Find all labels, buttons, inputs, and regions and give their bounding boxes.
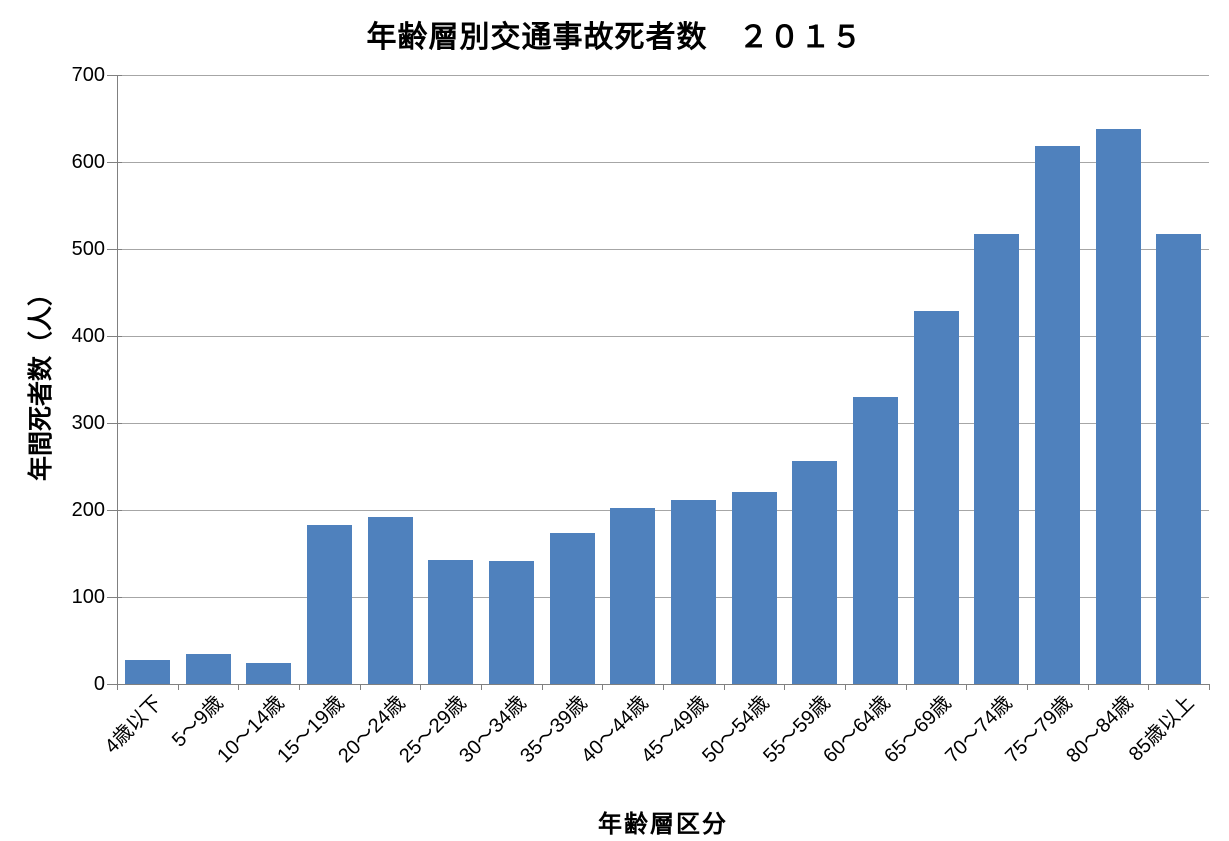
gridline-400 [117, 336, 1209, 337]
bar-20～24歳 [367, 516, 413, 684]
y-tick-700 [107, 75, 122, 76]
bar-30～34歳 [488, 561, 534, 684]
y-tick-100 [107, 597, 122, 598]
y-tick-label-400: 400 [71, 325, 105, 347]
y-axis-line [117, 75, 118, 684]
bar-85歳以上 [1156, 234, 1202, 684]
x-boundary-tick [845, 684, 846, 690]
gridline-100 [117, 597, 1209, 598]
y-tick-300 [107, 423, 122, 424]
bar-45～49歳 [670, 500, 716, 684]
bar-40～44歳 [610, 508, 656, 684]
y-tick-label-0: 0 [93, 673, 105, 695]
bar-50～54歳 [731, 491, 777, 684]
bar-75～79歳 [1034, 146, 1080, 684]
bar-5～9歳 [185, 654, 231, 684]
y-tick-label-600: 600 [71, 151, 105, 173]
y-tick-label-300: 300 [71, 412, 105, 434]
bar-15～19歳 [306, 524, 352, 684]
x-boundary-tick [541, 684, 543, 690]
y-tick-400 [107, 336, 122, 337]
bar-35～39歳 [549, 532, 595, 684]
x-boundary-tick [420, 684, 422, 690]
y-axis-title: 年間死者数（人） [27, 281, 55, 482]
gridline-500 [117, 249, 1209, 250]
x-boundary-tick [299, 684, 300, 690]
y-tick-200 [107, 510, 122, 511]
bar-4歳以下 [124, 659, 170, 684]
chart-title: 年齢層別交通事故死者数 ２０１５ [366, 21, 863, 54]
x-boundary-tick [784, 684, 786, 690]
x-boundary-tick [602, 684, 604, 690]
x-boundary-tick [1027, 684, 1028, 690]
y-tick-500 [107, 249, 122, 250]
x-boundary-tick [905, 684, 907, 690]
bar-80～84歳 [1095, 128, 1141, 684]
y-tick-0 [107, 684, 122, 685]
y-tick-label-100: 100 [71, 586, 105, 608]
gridline-200 [117, 510, 1209, 511]
bar-60～64歳 [852, 396, 898, 684]
y-tick-label-500: 500 [71, 238, 105, 260]
gridline-700 [117, 75, 1209, 76]
gridline-300 [117, 423, 1209, 424]
x-boundary-tick [1148, 684, 1150, 690]
x-boundary-tick [1087, 684, 1089, 690]
bar-70～74歳 [974, 234, 1020, 684]
bar-25～29歳 [428, 559, 474, 684]
x-boundary-tick [481, 684, 482, 690]
x-boundary-tick [966, 684, 968, 690]
x-boundary-tick [177, 684, 179, 690]
y-tick-600 [107, 162, 122, 163]
gridline-600 [117, 162, 1209, 163]
x-boundary-tick [238, 684, 240, 690]
y-tick-label-200: 200 [71, 499, 105, 521]
bar-65～69歳 [913, 310, 959, 684]
x-boundary-tick [723, 684, 725, 690]
x-boundary-tick [1209, 684, 1210, 690]
y-tick-label-700: 700 [71, 64, 105, 86]
x-boundary-tick [663, 684, 664, 690]
bar-10～14歳 [246, 663, 292, 684]
bar-55～59歳 [792, 461, 838, 684]
x-axis-title: 年齢層区分 [598, 811, 728, 838]
x-boundary-tick [359, 684, 361, 690]
x-boundary-tick [117, 684, 118, 690]
